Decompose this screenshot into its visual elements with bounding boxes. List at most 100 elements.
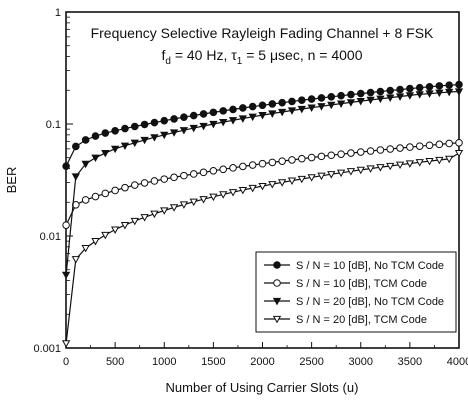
- series-1-point: [92, 133, 99, 140]
- series-1-point: [151, 119, 158, 126]
- series-1-point: [279, 99, 286, 106]
- series-1-point: [357, 90, 364, 97]
- y-tick-label: 0.01: [40, 231, 61, 243]
- series-1-point: [308, 96, 315, 103]
- series-2-point: [190, 171, 197, 178]
- y-axis-title: BER: [4, 167, 19, 194]
- series-2-point: [436, 141, 443, 148]
- series-1-point: [220, 108, 227, 115]
- series-2-point: [289, 157, 296, 164]
- series-2-point: [397, 145, 404, 152]
- series-1-point: [230, 106, 237, 113]
- series-1-point: [289, 98, 296, 105]
- series-1-point: [249, 103, 256, 110]
- y-tick-label: 0.001: [33, 343, 61, 355]
- series-2-point: [102, 190, 109, 197]
- series-1-point: [141, 121, 148, 128]
- series-1-point: [240, 105, 247, 112]
- series-2-point: [63, 222, 70, 229]
- series-2-point: [318, 153, 325, 160]
- series-1-point: [63, 163, 70, 170]
- series-1-point: [416, 84, 423, 91]
- series-1-point: [131, 123, 138, 130]
- legend-label-1: S / N = 10 [dB], No TCM Code: [296, 260, 444, 272]
- series-1-point: [73, 143, 80, 150]
- series-1-point: [377, 88, 384, 95]
- series-2-point: [377, 147, 384, 154]
- x-tick-label: 4000: [447, 356, 468, 368]
- x-tick-label: 2500: [299, 356, 323, 368]
- x-tick-label: 1000: [152, 356, 176, 368]
- series-1-point: [269, 101, 276, 108]
- series-2-point: [357, 149, 364, 156]
- series-1-point: [456, 81, 463, 88]
- series-1-point: [328, 93, 335, 100]
- series-1-point: [299, 97, 306, 104]
- series-2-point: [348, 150, 355, 157]
- series-2-point: [112, 187, 119, 194]
- series-1-point: [181, 114, 188, 121]
- series-2-point: [416, 143, 423, 150]
- y-tick-label: 1: [55, 7, 61, 19]
- series-2-point: [92, 193, 99, 200]
- series-1-point: [259, 102, 266, 109]
- series-2-point: [279, 158, 286, 165]
- plot-title: Frequency Selective Rayleigh Fading Chan…: [91, 25, 434, 41]
- series-1-point: [82, 137, 89, 144]
- series-1-point: [426, 83, 433, 90]
- series-2-point: [171, 174, 178, 181]
- series-2-point: [210, 168, 217, 175]
- series-2-point: [240, 163, 247, 170]
- legend-marker-2: [274, 280, 281, 287]
- series-2-point: [259, 160, 266, 167]
- legend: S / N = 10 [dB], No TCM Code S / N = 10 […: [256, 252, 456, 332]
- series-1-point: [122, 125, 129, 132]
- series-1-point: [210, 109, 217, 116]
- series-2-point: [230, 165, 237, 172]
- series-2-point: [446, 140, 453, 147]
- series-2-point: [181, 172, 188, 179]
- series-2-point: [269, 159, 276, 166]
- legend-label-4: S / N = 20 [dB], TCM Code: [296, 314, 427, 326]
- fd-value: = 40 Hz,: [171, 47, 231, 63]
- series-2-point: [249, 162, 256, 169]
- series-1-point: [200, 111, 207, 118]
- x-tick-label: 1500: [201, 356, 225, 368]
- x-tick-label: 3000: [349, 356, 373, 368]
- series-1-point: [348, 91, 355, 98]
- tau-value: = 5 μsec, n = 4000: [242, 47, 362, 63]
- x-tick-label: 0: [63, 356, 69, 368]
- legend-label-2: S / N = 10 [dB], TCM Code: [296, 278, 427, 290]
- x-axis-title: Number of Using Carrier Slots (u): [166, 380, 359, 395]
- legend-marker-1: [274, 262, 281, 269]
- series-2-point: [407, 144, 414, 151]
- series-2-point: [220, 166, 227, 173]
- series-2-point: [387, 146, 394, 153]
- series-1-point: [407, 85, 414, 92]
- series-1-point: [171, 116, 178, 123]
- series-1-point: [112, 127, 119, 134]
- series-1-point: [190, 112, 197, 119]
- series-1-point: [436, 83, 443, 90]
- x-tick-label: 2000: [250, 356, 274, 368]
- series-2-point: [151, 178, 158, 185]
- series-2-point: [82, 197, 89, 204]
- series-2-point: [308, 154, 315, 161]
- series-2-point: [338, 151, 345, 158]
- series-1-point: [367, 89, 374, 96]
- series-2-point: [122, 184, 129, 191]
- series-1-point: [338, 92, 345, 99]
- series-2-point: [299, 155, 306, 162]
- series-2-point: [328, 152, 335, 159]
- series-1-point: [446, 82, 453, 89]
- series-2-point: [426, 142, 433, 149]
- series-2-point: [141, 180, 148, 187]
- series-2-point: [200, 169, 207, 176]
- series-1-point: [318, 95, 325, 102]
- series-2-point: [367, 148, 374, 155]
- x-tick-label: 3500: [398, 356, 422, 368]
- x-tick-label: 500: [106, 356, 124, 368]
- series-2-point: [161, 176, 168, 183]
- series-1-point: [161, 117, 168, 124]
